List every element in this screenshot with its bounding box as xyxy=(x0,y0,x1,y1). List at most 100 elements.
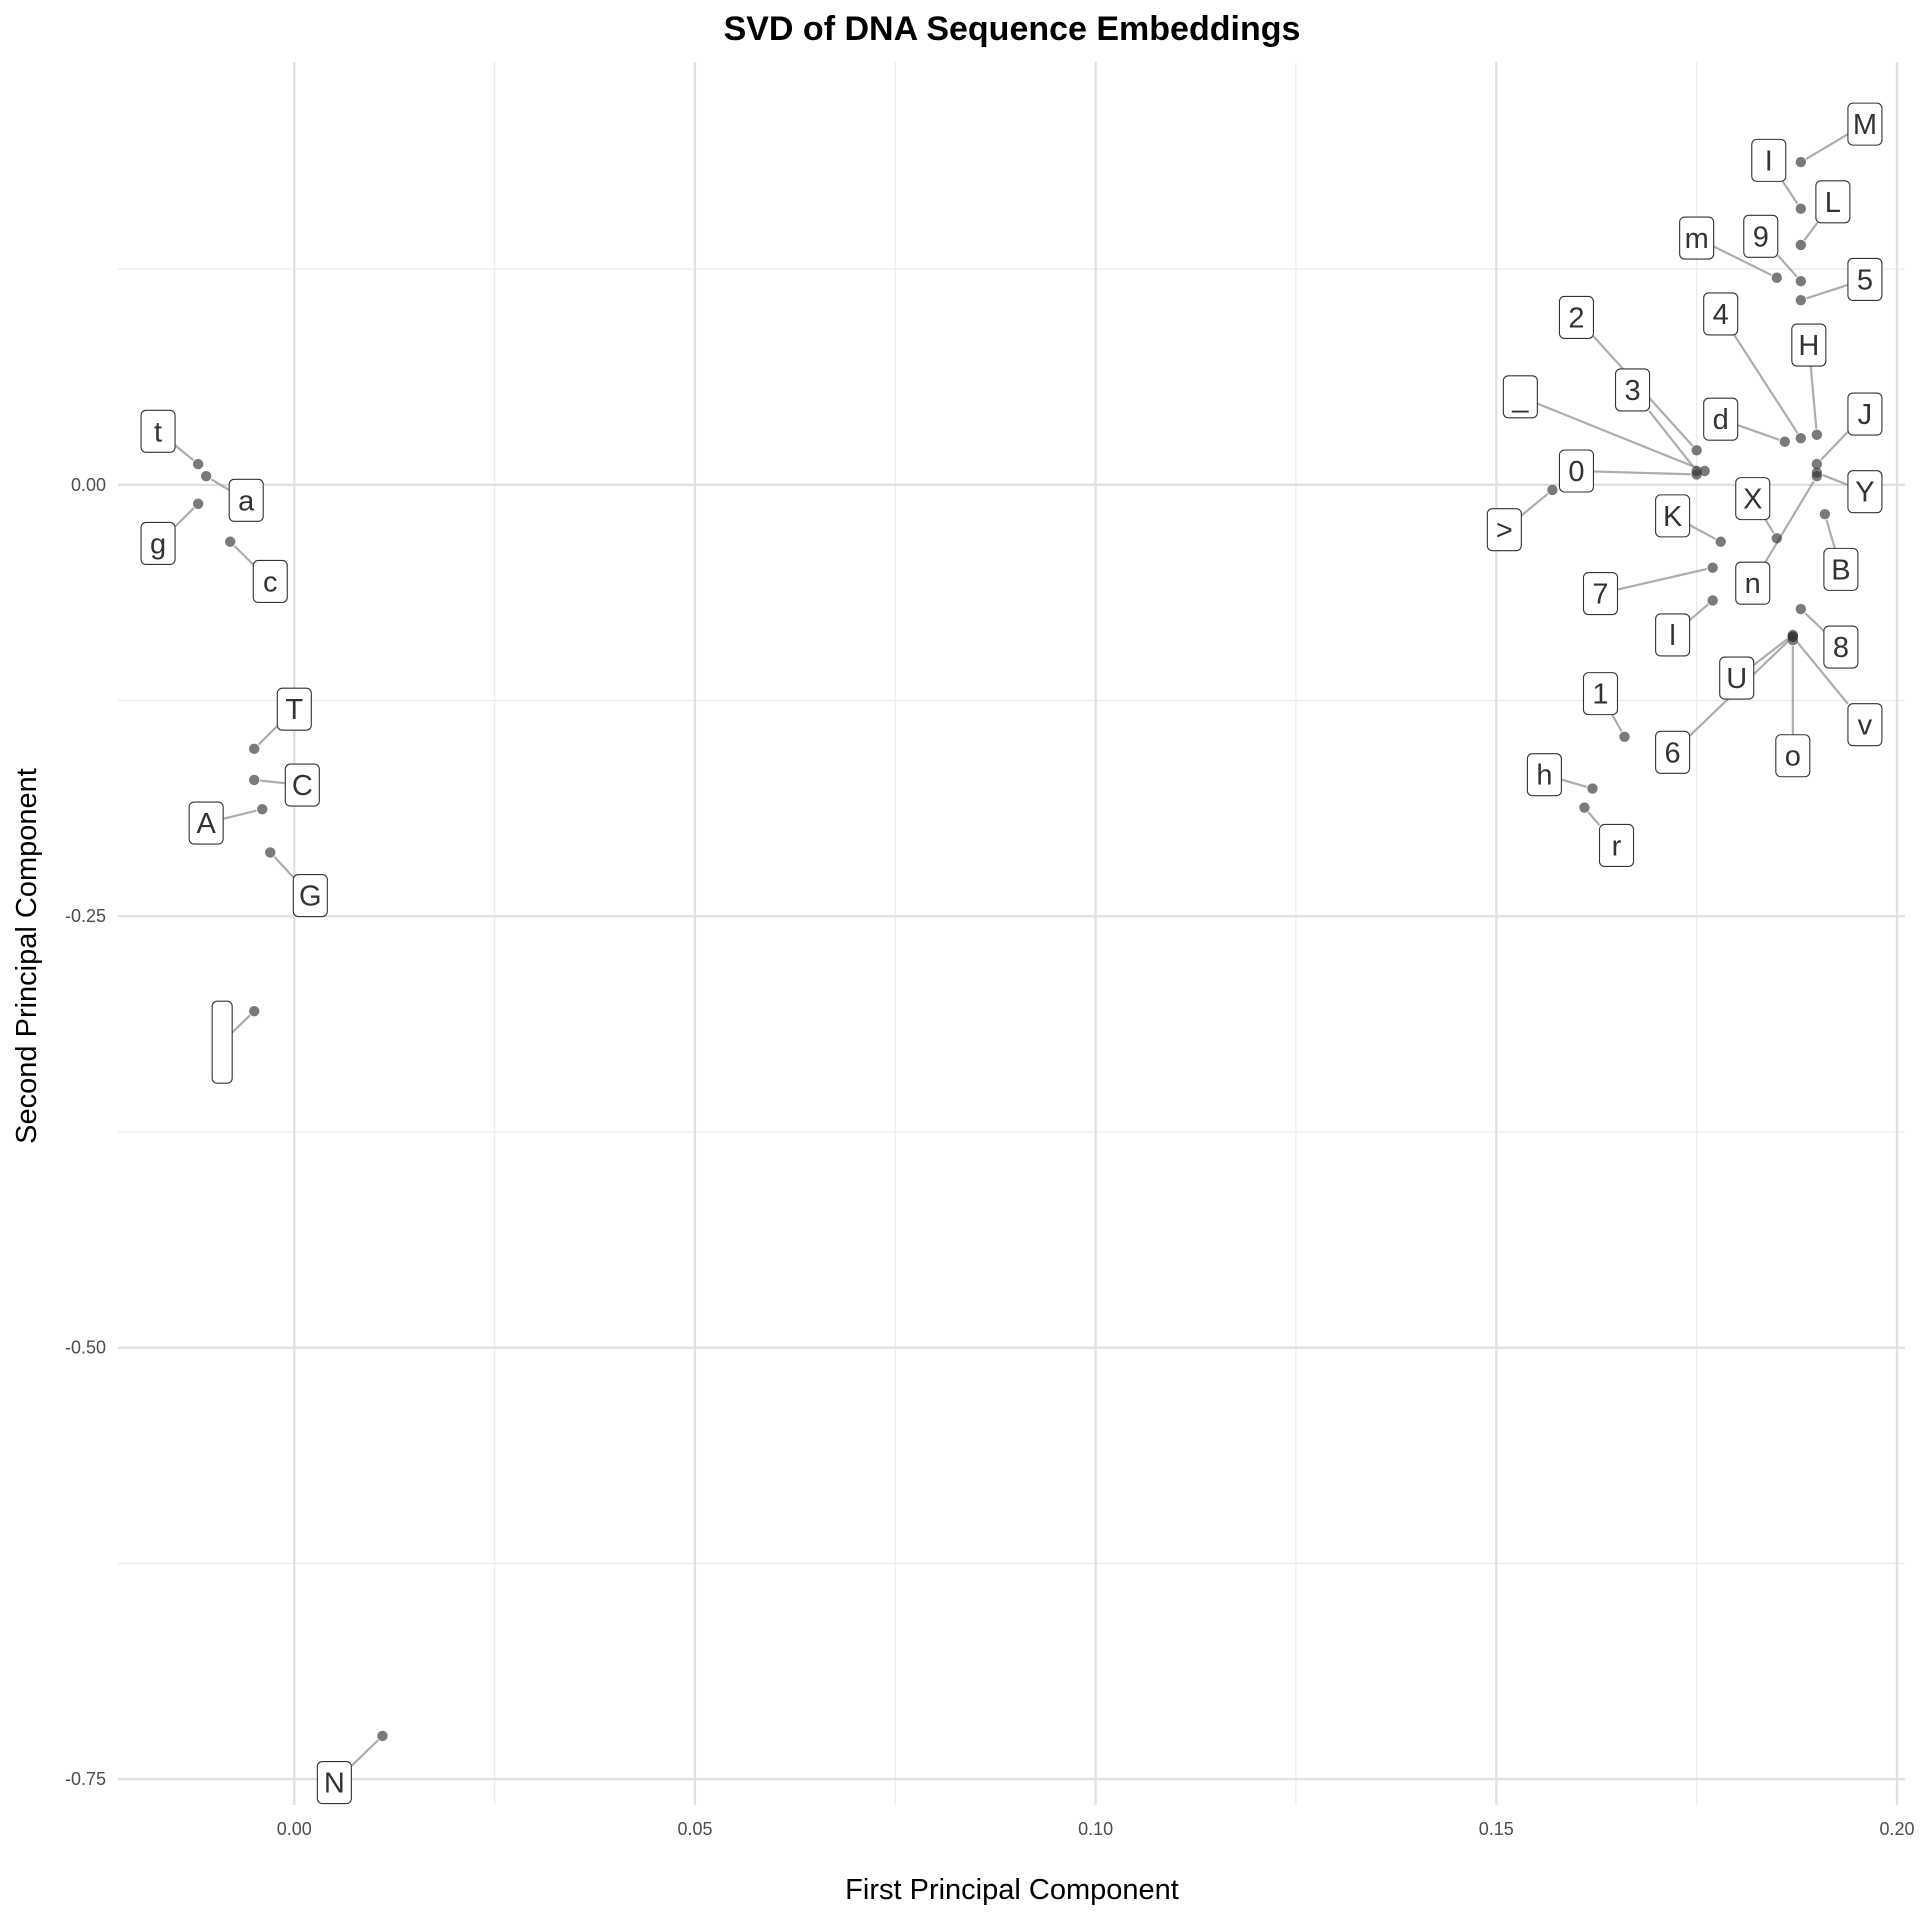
label-leader-line xyxy=(231,1014,251,1034)
point-label-box xyxy=(1582,571,1619,616)
point-label-box xyxy=(1598,823,1635,868)
label-leader-line xyxy=(222,809,257,820)
label-leader-line xyxy=(174,444,195,462)
data-point xyxy=(1715,536,1726,547)
point-label: Y xyxy=(1855,477,1874,509)
label-leader-line xyxy=(1820,430,1849,461)
label-leader-line xyxy=(210,478,230,492)
point-label: A xyxy=(196,808,216,840)
point-label-box xyxy=(1719,656,1755,700)
data-point xyxy=(249,774,260,786)
x-tick-label: 0.10 xyxy=(1078,1819,1113,1839)
x-tick-label: 0.00 xyxy=(277,1819,312,1839)
data-point xyxy=(1795,433,1807,444)
point-label-box xyxy=(228,478,264,522)
point-label-box xyxy=(1847,703,1883,747)
data-point xyxy=(224,536,236,547)
label-leader-line xyxy=(257,725,279,746)
label-leader-lines xyxy=(174,133,1849,1767)
point-label-box xyxy=(1703,292,1739,336)
label-leader-line xyxy=(1805,133,1849,160)
point-label-box xyxy=(1815,180,1851,224)
data-point xyxy=(1819,508,1831,520)
data-point xyxy=(1795,239,1807,251)
y-tick-label: -0.75 xyxy=(65,1769,106,1789)
point-label: r xyxy=(1612,830,1622,862)
label-leader-line xyxy=(260,779,286,785)
point-label: m xyxy=(1685,223,1709,255)
data-point xyxy=(1795,203,1807,214)
data-point xyxy=(1811,470,1823,482)
label-leader-line xyxy=(1587,811,1601,827)
point-label-box xyxy=(1823,547,1859,591)
point-label-box xyxy=(1847,102,1883,146)
data-point xyxy=(1587,783,1598,794)
data-point xyxy=(1795,275,1807,287)
point-label: 2 xyxy=(1568,302,1584,334)
label-leader-line xyxy=(1611,714,1623,733)
point-label-box xyxy=(1655,494,1691,538)
label-leader-line xyxy=(1520,492,1549,517)
y-axis-title: Second Principal Component xyxy=(11,768,43,1144)
point-label: o xyxy=(1785,741,1801,773)
data-point xyxy=(1779,436,1790,447)
label-leader-line xyxy=(273,856,295,878)
label-leader-line xyxy=(1776,254,1798,278)
data-point xyxy=(1699,465,1710,477)
label-leader-line xyxy=(1593,470,1691,476)
point-label: 0 xyxy=(1568,456,1584,488)
data-point xyxy=(265,847,276,858)
point-label-box xyxy=(1847,392,1883,436)
point-label-box xyxy=(1703,397,1739,441)
data-point xyxy=(1691,445,1702,456)
point-label-box xyxy=(1502,375,1538,419)
point-label: B xyxy=(1831,554,1850,586)
label-leader-line xyxy=(1764,519,1775,534)
label-leader-line xyxy=(174,507,195,528)
point-label-box xyxy=(1582,672,1619,716)
label-leader-line xyxy=(350,1739,379,1767)
point-label-box xyxy=(252,559,288,603)
point-label: t xyxy=(154,416,162,448)
data-point xyxy=(249,1005,260,1017)
data-point xyxy=(1787,634,1799,646)
data-point xyxy=(1619,731,1630,742)
data-point xyxy=(249,743,260,755)
data-point xyxy=(1771,272,1782,283)
x-axis-ticks: 0.00 0.05 0.10 0.15 0.20 xyxy=(277,1819,1915,1839)
y-tick-label: 0.00 xyxy=(71,475,106,495)
label-leader-line xyxy=(1733,334,1799,434)
point-label-box xyxy=(1751,138,1787,182)
data-point xyxy=(1691,469,1702,480)
label-leader-line xyxy=(1688,603,1709,622)
chart-title: SVD of DNA Sequence Embeddings xyxy=(724,10,1301,48)
data-point xyxy=(1811,458,1823,470)
point-labels: t a g c T C A G N M I Lm 9 5 2 4 H 3 _d J 0 Y > X K B 7 n l 8 Uv 1 6 o h r xyxy=(140,102,1883,1805)
point-label: 4 xyxy=(1713,299,1729,331)
label-leader-line xyxy=(1648,410,1694,467)
y-axis-ticks: 0.00 -0.25 -0.50 -0.75 xyxy=(65,475,106,1789)
point-label: > xyxy=(1496,515,1513,547)
point-label: T xyxy=(285,694,303,726)
point-label-box xyxy=(1791,323,1827,367)
point-label-box xyxy=(1823,625,1859,669)
point-label: n xyxy=(1745,568,1761,600)
x-tick-label: 0.05 xyxy=(677,1819,712,1839)
point-label-box xyxy=(1735,561,1771,605)
data-point xyxy=(192,458,204,470)
point-label-box xyxy=(1775,734,1811,778)
point-label-box xyxy=(292,873,328,918)
point-label-box xyxy=(1735,477,1771,521)
point-label: L xyxy=(1825,187,1841,219)
point-label: l xyxy=(1669,620,1675,652)
label-leader-line xyxy=(1781,180,1799,205)
label-leader-line xyxy=(1561,778,1588,788)
data-point xyxy=(257,804,268,815)
point-label: 6 xyxy=(1665,737,1681,769)
point-label-box xyxy=(1847,470,1883,514)
point-label: h xyxy=(1536,760,1552,792)
label-leader-line xyxy=(1809,365,1818,429)
point-label-box xyxy=(140,521,176,566)
point-label: K xyxy=(1663,501,1683,533)
point-label: X xyxy=(1743,484,1762,516)
